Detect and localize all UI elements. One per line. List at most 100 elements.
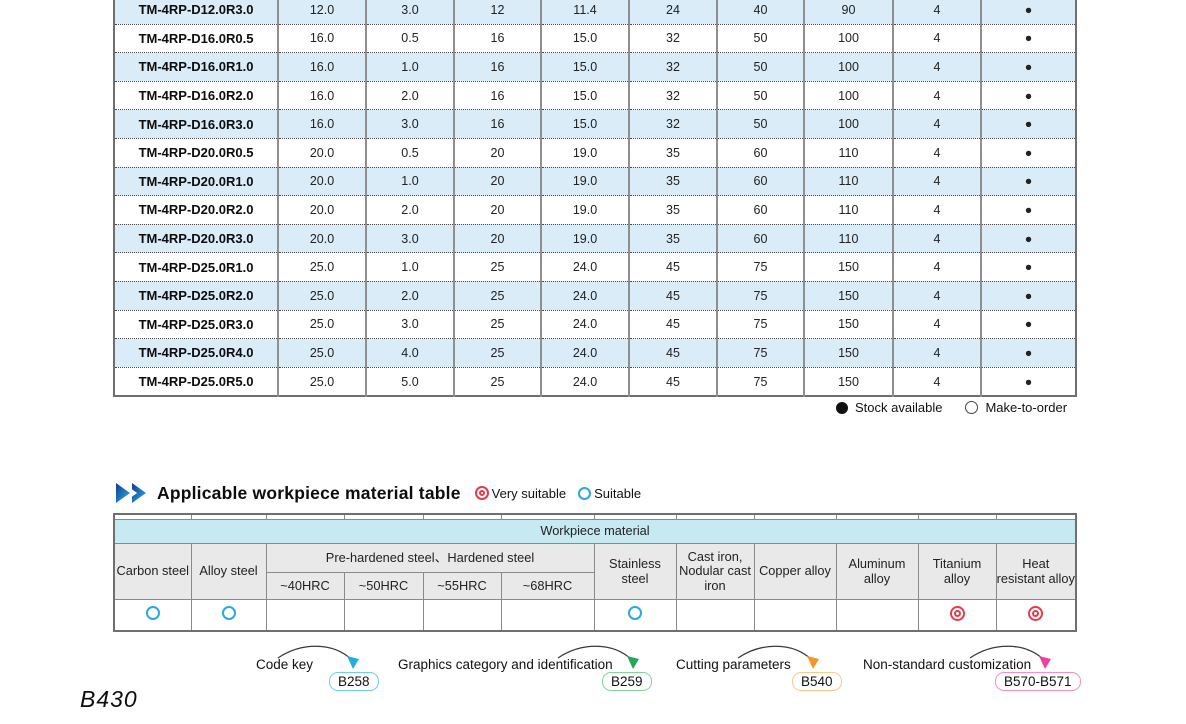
stock-status-cell: ● <box>980 310 1076 340</box>
code-key-link[interactable]: B258 <box>329 672 379 691</box>
model-cell: TM-4RP-D12.0R3.0 <box>114 0 278 25</box>
value-cell: 24.0 <box>540 310 629 340</box>
model-cell: TM-4RP-D16.0R2.0 <box>114 81 278 111</box>
value-cell: 4 <box>892 252 981 282</box>
value-cell: 110 <box>803 224 893 254</box>
graphics-category-arrow-icon <box>557 645 639 669</box>
spec-table-row: TM-4RP-D16.0R1.0 16.0 1.0 16 15.0 32 50 100 4 ● <box>114 52 1076 82</box>
suitable-icon <box>145 606 160 621</box>
value-cell: 0.5 <box>365 24 454 54</box>
value-cell: 90 <box>803 0 893 25</box>
spec-table-row: TM-4RP-D12.0R3.0 12.0 3.0 12 11.4 24 40 90 4 ● <box>114 0 1076 25</box>
make-to-order-icon <box>965 401 979 414</box>
model-cell: TM-4RP-D25.0R3.0 <box>114 310 278 340</box>
value-cell: 40 <box>716 0 804 25</box>
code-key-arrow-icon <box>277 645 359 669</box>
graphics-category-link[interactable]: B259 <box>602 672 652 691</box>
col-header-cast-iron: Cast iron, Nodular cast iron <box>675 543 755 600</box>
rating-cell-aluminum <box>835 599 919 632</box>
value-cell: 16 <box>453 109 541 139</box>
model-cell: TM-4RP-D20.0R1.0 <box>114 167 278 197</box>
value-cell: 60 <box>716 224 804 254</box>
value-cell: 12.0 <box>277 0 366 25</box>
rating-cell-50hrc <box>343 599 424 632</box>
value-cell: 4.0 <box>365 338 454 368</box>
value-cell: 4 <box>892 52 981 82</box>
value-cell: 20 <box>453 138 541 168</box>
material-section-heading: Applicable workpiece material table Very… <box>115 482 641 504</box>
value-cell: 50 <box>716 109 804 139</box>
value-cell: 110 <box>803 167 893 197</box>
value-cell: 50 <box>716 24 804 54</box>
col-header-copper-alloy: Copper alloy <box>753 543 837 600</box>
value-cell: 4 <box>892 0 981 25</box>
stock-status-cell: ● <box>980 338 1076 368</box>
cutting-parameters-label: Cutting parameters <box>676 657 791 672</box>
value-cell: 15.0 <box>540 24 629 54</box>
value-cell: 25 <box>453 338 541 368</box>
value-cell: 24.0 <box>540 338 629 368</box>
spec-table-row: TM-4RP-D25.0R2.0 25.0 2.0 25 24.0 45 75 150 4 ● <box>114 281 1076 311</box>
spec-table-row: TM-4RP-D20.0R1.0 20.0 1.0 20 19.0 35 60 110 4 ● <box>114 167 1076 197</box>
stock-status-cell: ● <box>980 0 1076 25</box>
value-cell: 4 <box>892 167 981 197</box>
model-cell: TM-4RP-D16.0R3.0 <box>114 109 278 139</box>
value-cell: 4 <box>892 109 981 139</box>
value-cell: 1.0 <box>365 252 454 282</box>
stock-status-cell: ● <box>980 224 1076 254</box>
value-cell: 24.0 <box>540 281 629 311</box>
value-cell: 15.0 <box>540 52 629 82</box>
material-ratings-row <box>113 599 1077 632</box>
value-cell: 50 <box>716 81 804 111</box>
rating-cell-alloy <box>190 599 267 632</box>
value-cell: 25.0 <box>277 367 366 397</box>
value-cell: 20.0 <box>277 224 366 254</box>
value-cell: 20.0 <box>277 138 366 168</box>
graphics-category-label: Graphics category and identification <box>398 657 613 672</box>
stock-status-cell: ● <box>980 52 1076 82</box>
value-cell: 24.0 <box>540 252 629 282</box>
model-cell: TM-4RP-D20.0R3.0 <box>114 224 278 254</box>
value-cell: 4 <box>892 138 981 168</box>
value-cell: 25.0 <box>277 281 366 311</box>
value-cell: 60 <box>716 138 804 168</box>
value-cell: 75 <box>716 338 804 368</box>
very-suitable-icon <box>1028 605 1044 621</box>
cutting-parameters-arrow-icon <box>737 645 819 669</box>
value-cell: 1.0 <box>365 52 454 82</box>
suitability-legend: Very suitable Suitable <box>474 486 641 501</box>
value-cell: 4 <box>892 338 981 368</box>
value-cell: 45 <box>628 252 717 282</box>
stock-available-label: Stock available <box>855 400 943 415</box>
col-header-alloy-steel: Alloy steel <box>190 543 267 600</box>
stock-status-cell: ● <box>980 195 1076 225</box>
value-cell: 150 <box>803 310 893 340</box>
value-cell: 1.0 <box>365 167 454 197</box>
rating-cell-68hrc <box>500 599 595 632</box>
value-cell: 75 <box>716 281 804 311</box>
stock-status-cell: ● <box>980 109 1076 139</box>
value-cell: 32 <box>628 109 717 139</box>
rating-cell-55hrc <box>422 599 502 632</box>
col-header-carbon-steel: Carbon steel <box>113 543 192 600</box>
value-cell: 20 <box>453 167 541 197</box>
value-cell: 110 <box>803 138 893 168</box>
value-cell: 32 <box>628 81 717 111</box>
non-standard-customization-label: Non-standard customization <box>863 657 1032 672</box>
material-table: Workpiece material Carbon steel Alloy st… <box>113 513 1077 632</box>
value-cell: 50 <box>716 52 804 82</box>
value-cell: 25 <box>453 367 541 397</box>
cutting-parameters-link[interactable]: B540 <box>792 672 842 691</box>
value-cell: 4 <box>892 81 981 111</box>
stock-available-icon <box>836 401 848 414</box>
non-standard-customization-link[interactable]: B570-B571 <box>995 672 1081 691</box>
value-cell: 35 <box>628 195 717 225</box>
value-cell: 75 <box>716 310 804 340</box>
model-cell: TM-4RP-D25.0R2.0 <box>114 281 278 311</box>
value-cell: 45 <box>628 338 717 368</box>
value-cell: 16 <box>453 24 541 54</box>
model-cell: TM-4RP-D16.0R0.5 <box>114 24 278 54</box>
model-cell: TM-4RP-D20.0R0.5 <box>114 138 278 168</box>
value-cell: 4 <box>892 310 981 340</box>
value-cell: 110 <box>803 195 893 225</box>
